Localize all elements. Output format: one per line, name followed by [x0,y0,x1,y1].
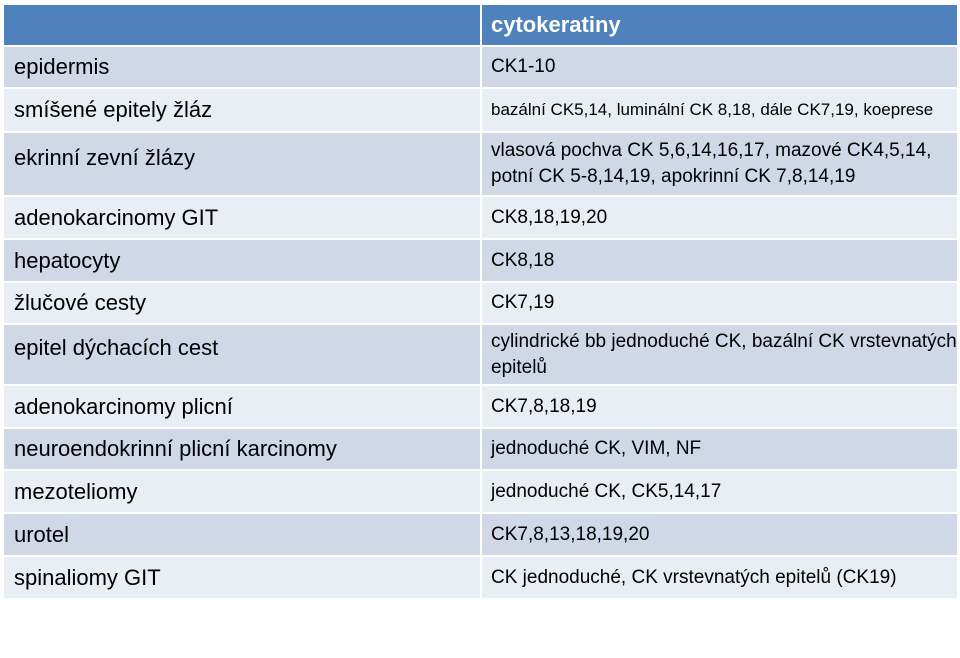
row-10-value: jednoduché CK, CK5,14,17 [482,471,957,514]
row-6-tissue: žlučové cesty [4,283,482,325]
row-5-value: CK8,18 [482,240,957,283]
row-3-value: vlasová pochva CK 5,6,14,16,17, mazové C… [482,133,957,197]
row-7-tissue: epitel dýchacích cest [4,325,482,386]
row-6-value: CK7,19 [482,283,957,325]
header-tissue-cell [4,5,482,47]
row-3-tissue: ekrinní zevní žlázy [4,133,482,197]
row-4-value: CK8,18,19,20 [482,197,957,240]
row-4-tissue: adenokarcinomy GIT [4,197,482,240]
row-1-value: CK1-10 [482,47,957,89]
row-1-tissue: epidermis [4,47,482,89]
row-7-value: cylindrické bb jednoduché CK, bazální CK… [482,325,957,386]
row-2-value: bazální CK5,14, luminální CK 8,18, dále … [482,89,957,133]
row-11-value: CK7,8,13,18,19,20 [482,514,957,557]
row-8-value: CK7,8,18,19 [482,386,957,429]
row-11-tissue: urotel [4,514,482,557]
row-9-value: jednoduché CK, VIM, NF [482,429,957,471]
row-5-tissue: hepatocyty [4,240,482,283]
row-2-tissue: smíšené epitely žláz [4,89,482,133]
row-12-tissue: spinaliomy GIT [4,557,482,600]
row-12-value: CK jednoduché, CK vrstevnatých epitelů (… [482,557,957,600]
row-9-tissue: neuroendokrinní plicní karcinomy [4,429,482,471]
cytokeratin-table: cytokeratiny epidermis CK1-10 smíšené ep… [4,5,957,600]
row-8-tissue: adenokarcinomy plicní [4,386,482,429]
header-cytokeratin-cell: cytokeratiny [482,5,957,47]
row-10-tissue: mezoteliomy [4,471,482,514]
